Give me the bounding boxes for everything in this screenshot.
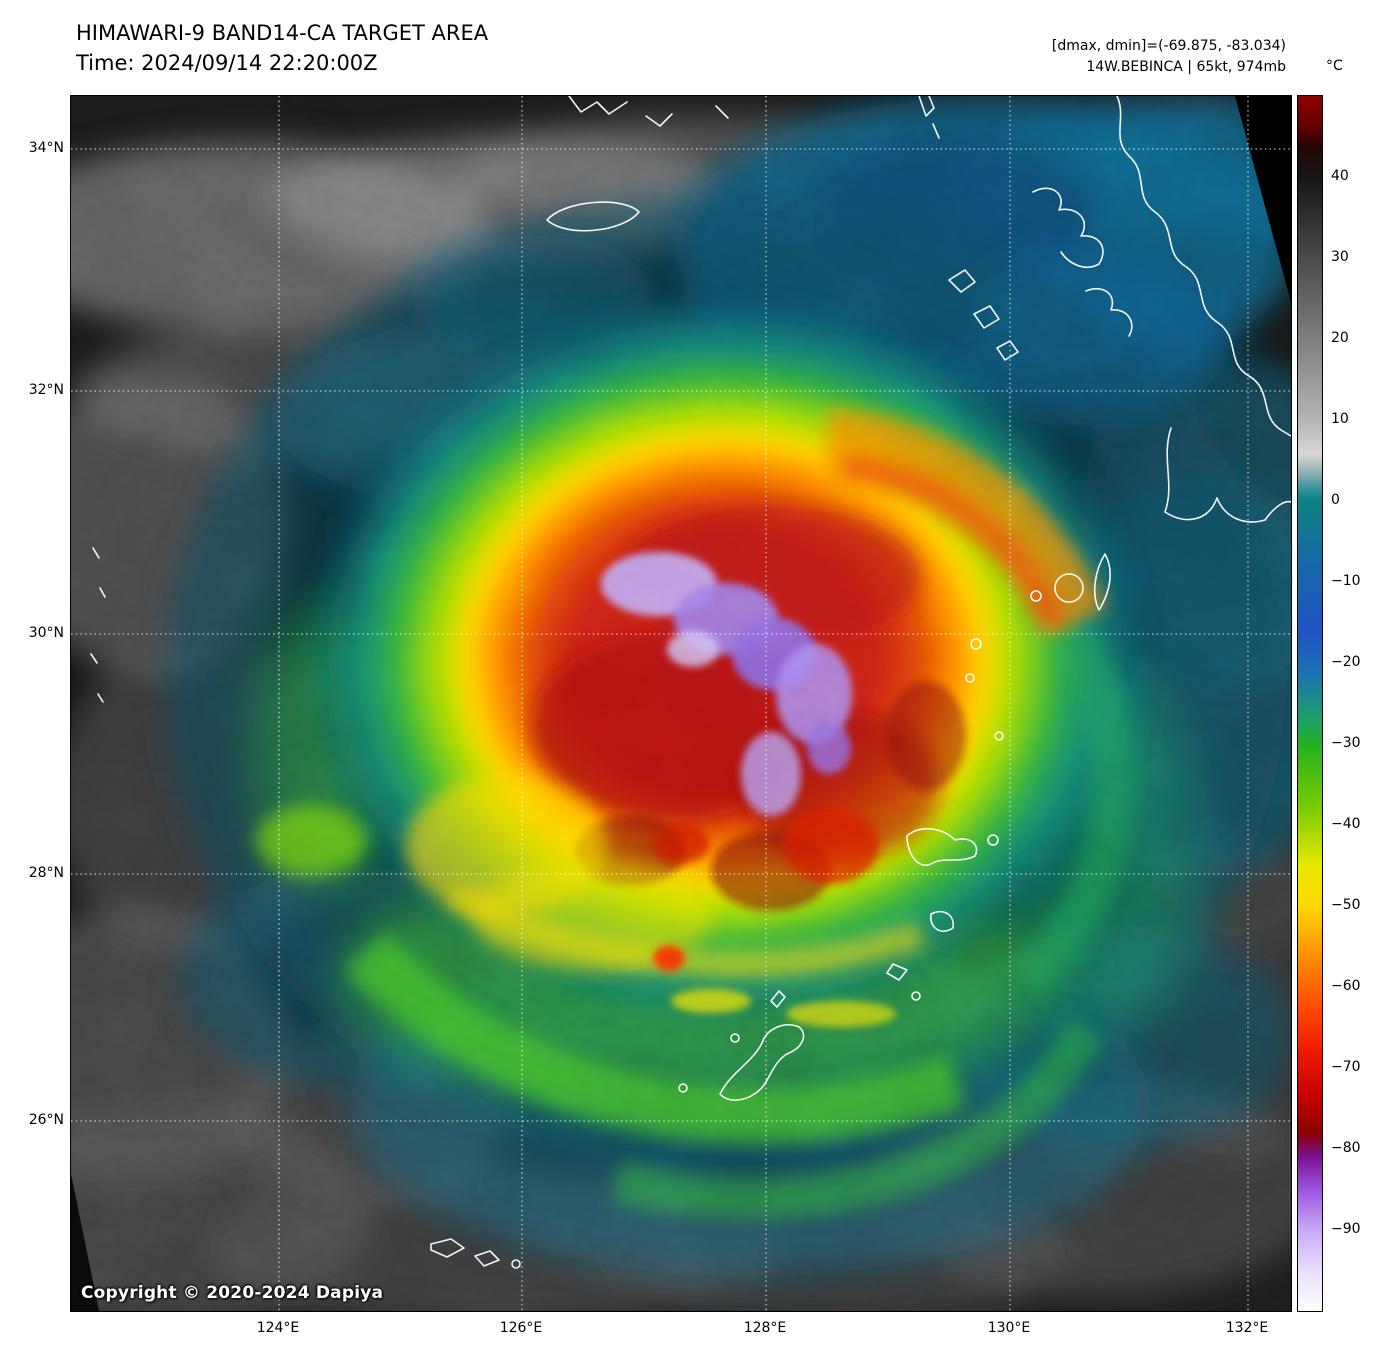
colorbar-unit-label: °C bbox=[1326, 58, 1343, 74]
lat-axis-label: 34°N bbox=[28, 140, 64, 156]
colorbar-tick-label: −60 bbox=[1331, 978, 1361, 994]
colorbar-tick-label: 20 bbox=[1331, 330, 1349, 346]
colorbar-tick-label: −80 bbox=[1331, 1140, 1361, 1156]
colorbar-tick-label: −20 bbox=[1331, 654, 1361, 670]
colorbar bbox=[1297, 95, 1323, 1312]
timestamp: Time: 2024/09/14 22:20:00Z bbox=[76, 51, 378, 76]
lon-axis-label: 126°E bbox=[499, 1320, 543, 1336]
colorbar-tick-label: 40 bbox=[1331, 168, 1349, 184]
satellite-image bbox=[71, 96, 1291, 1311]
lon-axis-label: 132°E bbox=[1225, 1320, 1269, 1336]
title-block: HIMAWARI-9 BAND14-CA TARGET AREA Time: 2… bbox=[76, 18, 488, 79]
lat-axis-label: 28°N bbox=[28, 865, 64, 881]
lat-axis-label: 30°N bbox=[28, 625, 64, 641]
colorbar-tick-label: −40 bbox=[1331, 816, 1361, 832]
copyright-watermark: Copyright © 2020-2024 Dapiya bbox=[81, 1283, 384, 1303]
colorbar-tick-label: −90 bbox=[1331, 1221, 1361, 1237]
colorbar-tick-label: −70 bbox=[1331, 1059, 1361, 1075]
lat-axis-label: 32°N bbox=[28, 382, 64, 398]
lon-axis-label: 130°E bbox=[987, 1320, 1031, 1336]
header-right: [dmax, dmin]=(-69.875, -83.034) 14W.BEBI… bbox=[1052, 36, 1286, 78]
lon-axis-label: 128°E bbox=[743, 1320, 787, 1336]
dmax-dmin-value: [dmax, dmin]=(-69.875, -83.034) bbox=[1051, 38, 1286, 54]
colorbar-tick-label: −30 bbox=[1331, 735, 1361, 751]
fine-grain-overlay bbox=[71, 96, 1291, 1311]
page-title: HIMAWARI-9 BAND14-CA TARGET AREA bbox=[76, 21, 489, 45]
colorbar-tick-label: −10 bbox=[1331, 573, 1361, 589]
lon-axis-label: 124°E bbox=[256, 1320, 300, 1336]
colorbar-tick-label: 10 bbox=[1331, 411, 1349, 427]
no-data-wedges bbox=[71, 96, 1291, 1311]
grid-layer bbox=[71, 96, 1291, 1311]
lat-axis-label: 26°N bbox=[28, 1112, 64, 1128]
colorbar-tick-label: 0 bbox=[1331, 492, 1340, 508]
colorbar-tick-label: 30 bbox=[1331, 249, 1349, 265]
coastline-layer bbox=[90, 96, 1291, 1269]
storm-info: 14W.BEBINCA | 65kt, 974mb bbox=[1086, 59, 1286, 75]
colorbar-tick-label: −50 bbox=[1331, 897, 1361, 913]
map-area: Copyright © 2020-2024 Dapiya bbox=[70, 95, 1292, 1312]
